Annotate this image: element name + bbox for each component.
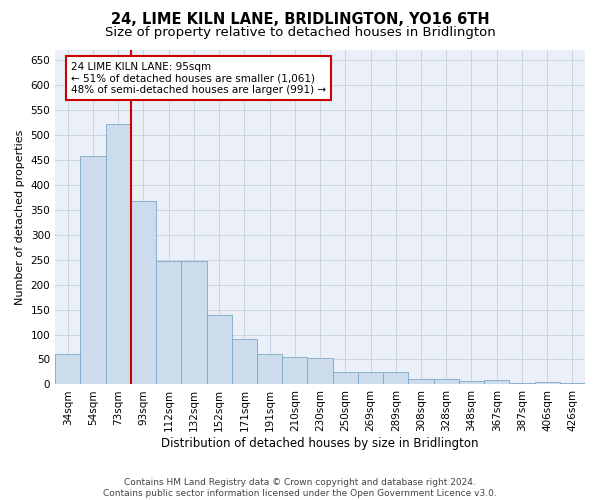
Bar [484, 380, 509, 384]
Bar [206, 314, 232, 384]
Bar [282, 357, 307, 384]
Bar [307, 358, 332, 384]
Bar [560, 383, 585, 384]
Bar [409, 380, 434, 384]
Bar [181, 260, 206, 384]
Bar [358, 372, 383, 384]
Bar [156, 260, 181, 384]
Bar [131, 202, 156, 384]
Bar [257, 354, 282, 384]
Bar [434, 380, 459, 384]
Text: 24 LIME KILN LANE: 95sqm
← 51% of detached houses are smaller (1,061)
48% of sem: 24 LIME KILN LANE: 95sqm ← 51% of detach… [71, 62, 326, 95]
X-axis label: Distribution of detached houses by size in Bridlington: Distribution of detached houses by size … [161, 437, 479, 450]
Bar [55, 354, 80, 384]
Bar [383, 372, 409, 384]
Text: Contains HM Land Registry data © Crown copyright and database right 2024.
Contai: Contains HM Land Registry data © Crown c… [103, 478, 497, 498]
Bar [459, 381, 484, 384]
Bar [332, 372, 358, 384]
Bar [232, 338, 257, 384]
Bar [535, 382, 560, 384]
Y-axis label: Number of detached properties: Number of detached properties [15, 130, 25, 305]
Bar [106, 124, 131, 384]
Bar [509, 383, 535, 384]
Text: Size of property relative to detached houses in Bridlington: Size of property relative to detached ho… [104, 26, 496, 39]
Bar [80, 156, 106, 384]
Text: 24, LIME KILN LANE, BRIDLINGTON, YO16 6TH: 24, LIME KILN LANE, BRIDLINGTON, YO16 6T… [110, 12, 490, 28]
